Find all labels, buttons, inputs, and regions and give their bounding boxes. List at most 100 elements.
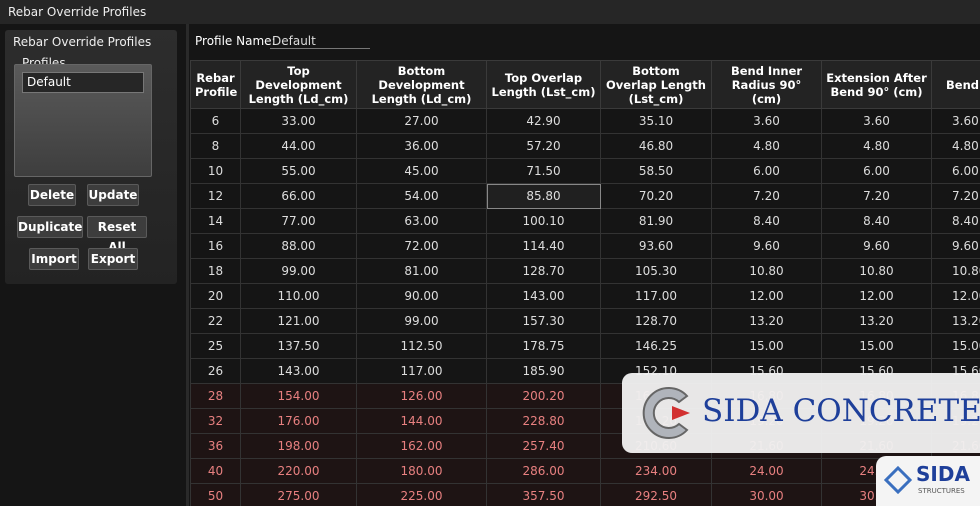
table-cell[interactable]: 7.20 [931,183,980,209]
table-cell[interactable]: 176.00 [240,408,357,434]
table-cell[interactable]: 72.00 [356,233,487,259]
table-cell[interactable]: 4.80 [711,133,822,159]
button[interactable]: Delete [28,184,76,206]
table-cell[interactable]: 3.60 [821,108,932,134]
table-cell[interactable]: 27.00 [356,108,487,134]
table-cell[interactable]: 9.60 [711,233,822,259]
table-cell[interactable]: 36 [190,433,241,459]
table-cell[interactable]: 257.40 [486,433,601,459]
table-cell[interactable]: 85.80 [486,183,601,209]
table-cell[interactable]: 10.80 [821,258,932,284]
table-cell[interactable]: 121.00 [240,308,357,334]
table-cell[interactable]: 81.00 [356,258,487,284]
table-cell[interactable]: 81.90 [600,208,712,234]
table-cell[interactable]: 146.25 [600,333,712,359]
table-cell[interactable]: 13.20 [931,308,980,334]
table-cell[interactable]: 54.00 [356,183,487,209]
table-cell[interactable]: 12.00 [821,283,932,309]
table-cell[interactable]: 18 [190,258,241,284]
table-cell[interactable]: 8.40 [931,208,980,234]
button[interactable]: Duplicate [17,216,83,238]
table-cell[interactable]: 225.00 [356,483,487,506]
table-cell[interactable]: 6.00 [711,158,822,184]
table-cell[interactable]: 9.60 [931,233,980,259]
button[interactable]: Import [29,248,79,270]
table-cell[interactable]: 15.00 [821,333,932,359]
table-cell[interactable]: 3.60 [711,108,822,134]
table-cell[interactable]: 10 [190,158,241,184]
table-cell[interactable]: 32 [190,408,241,434]
table-cell[interactable]: 30.00 [711,483,822,506]
table-cell[interactable]: 40 [190,458,241,484]
table-cell[interactable]: 6.00 [931,158,980,184]
table-cell[interactable]: 8.40 [821,208,932,234]
table-cell[interactable]: 143.00 [240,358,357,384]
table-cell[interactable]: 66.00 [240,183,357,209]
table-cell[interactable]: 42.90 [486,108,601,134]
table-cell[interactable]: 57.20 [486,133,601,159]
table-cell[interactable]: 99.00 [356,308,487,334]
table-cell[interactable]: 128.70 [600,308,712,334]
table-cell[interactable]: 26 [190,358,241,384]
table-cell[interactable]: 13.20 [711,308,822,334]
table-cell[interactable]: 4.80 [931,133,980,159]
table-cell[interactable]: 77.00 [240,208,357,234]
table-cell[interactable]: 44.00 [240,133,357,159]
table-cell[interactable]: 117.00 [356,358,487,384]
button[interactable]: Export [88,248,138,270]
table-cell[interactable]: 25 [190,333,241,359]
table-cell[interactable]: 3.60 [931,108,980,134]
table-cell[interactable]: 90.00 [356,283,487,309]
table-cell[interactable]: 45.00 [356,158,487,184]
table-cell[interactable]: 10.80 [931,258,980,284]
table-cell[interactable]: 6.00 [821,158,932,184]
table-cell[interactable]: 36.00 [356,133,487,159]
table-cell[interactable]: 357.50 [486,483,601,506]
table-cell[interactable]: 33.00 [240,108,357,134]
table-cell[interactable]: 157.30 [486,308,601,334]
table-cell[interactable]: 220.00 [240,458,357,484]
table-cell[interactable]: 228.80 [486,408,601,434]
table-cell[interactable]: 8.40 [711,208,822,234]
button[interactable]: Reset All [87,216,147,254]
table-cell[interactable]: 292.50 [600,483,712,506]
table-cell[interactable]: 114.40 [486,233,601,259]
table-cell[interactable]: 110.00 [240,283,357,309]
table-cell[interactable]: 14 [190,208,241,234]
table-cell[interactable]: 70.20 [600,183,712,209]
table-cell[interactable]: 4.80 [821,133,932,159]
table-cell[interactable]: 46.80 [600,133,712,159]
table-cell[interactable]: 286.00 [486,458,601,484]
table-cell[interactable]: 63.00 [356,208,487,234]
profile-name-input[interactable]: Default [270,34,370,49]
table-cell[interactable]: 10.80 [711,258,822,284]
table-cell[interactable]: 200.20 [486,383,601,409]
table-cell[interactable]: 234.00 [600,458,712,484]
table-cell[interactable]: 58.50 [600,158,712,184]
table-cell[interactable]: 128.70 [486,258,601,284]
table-cell[interactable]: 16 [190,233,241,259]
table-cell[interactable]: 178.75 [486,333,601,359]
table-cell[interactable]: 88.00 [240,233,357,259]
table-cell[interactable]: 185.90 [486,358,601,384]
table-cell[interactable]: 12.00 [931,283,980,309]
table-cell[interactable]: 7.20 [821,183,932,209]
table-cell[interactable]: 154.00 [240,383,357,409]
table-cell[interactable]: 112.50 [356,333,487,359]
table-cell[interactable]: 7.20 [711,183,822,209]
table-cell[interactable]: 71.50 [486,158,601,184]
table-cell[interactable]: 6 [190,108,241,134]
table-cell[interactable]: 22 [190,308,241,334]
table-cell[interactable]: 15.00 [711,333,822,359]
table-cell[interactable]: 144.00 [356,408,487,434]
table-cell[interactable]: 12.00 [711,283,822,309]
table-cell[interactable]: 105.30 [600,258,712,284]
table-cell[interactable]: 162.00 [356,433,487,459]
table-cell[interactable]: 198.00 [240,433,357,459]
profile-item[interactable]: Default [22,72,144,93]
table-cell[interactable]: 35.10 [600,108,712,134]
table-cell[interactable]: 24.00 [711,458,822,484]
table-cell[interactable]: 13.20 [821,308,932,334]
table-cell[interactable]: 180.00 [356,458,487,484]
table-cell[interactable]: 12 [190,183,241,209]
